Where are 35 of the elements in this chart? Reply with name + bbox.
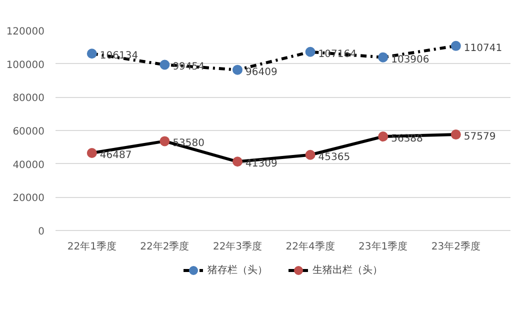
x-tick-label: 23年1季度 bbox=[358, 240, 408, 252]
point bbox=[86, 48, 97, 59]
y-tick-label: 40000 bbox=[12, 160, 44, 171]
point bbox=[450, 40, 461, 51]
point bbox=[378, 132, 388, 142]
y-tick-label: 100000 bbox=[6, 60, 45, 71]
data-label: 45365 bbox=[318, 152, 350, 163]
point bbox=[160, 60, 170, 70]
point bbox=[232, 156, 242, 167]
x-tick-label: 22年3季度 bbox=[212, 240, 262, 252]
y-tick-label: 120000 bbox=[6, 26, 45, 38]
x-tick-label: 22年4季度 bbox=[286, 240, 335, 252]
legend-label: 猪存栏（头） bbox=[208, 264, 268, 277]
data-label: 46487 bbox=[100, 150, 132, 162]
point bbox=[305, 46, 316, 57]
data-label: 99454 bbox=[172, 62, 205, 73]
data-label: 110741 bbox=[464, 42, 502, 54]
x-tick-label: 23年2季度 bbox=[431, 240, 480, 252]
data-label: 57579 bbox=[464, 132, 496, 143]
data-label: 103906 bbox=[391, 54, 430, 66]
data-label: 41309 bbox=[246, 158, 278, 170]
point bbox=[160, 136, 170, 146]
point bbox=[232, 64, 242, 75]
legend-label: 生猪出栏（头） bbox=[312, 264, 382, 277]
y-tick-label: 80000 bbox=[12, 93, 44, 104]
point bbox=[305, 150, 316, 160]
y-tick-label: 0 bbox=[38, 226, 45, 238]
point bbox=[450, 130, 461, 140]
y-tick-label: 20000 bbox=[12, 193, 44, 204]
data-label: 96409 bbox=[246, 66, 278, 78]
point bbox=[378, 52, 388, 62]
point bbox=[86, 148, 97, 158]
y-tick-label: 60000 bbox=[12, 126, 44, 138]
x-tick-label: 22年1季度 bbox=[67, 240, 116, 252]
x-tick-label: 22年2季度 bbox=[140, 240, 190, 252]
